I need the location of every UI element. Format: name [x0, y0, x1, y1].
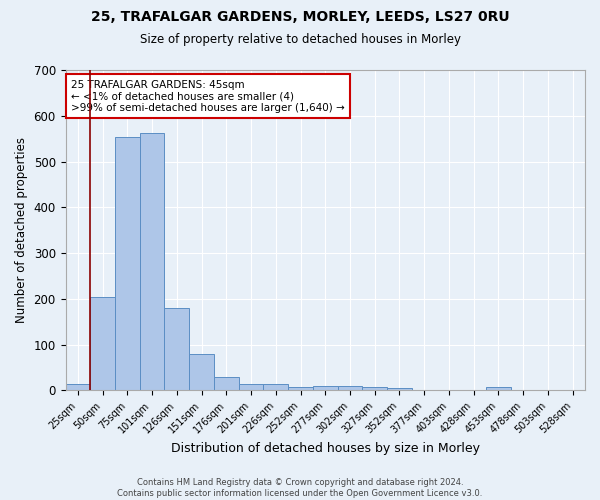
X-axis label: Distribution of detached houses by size in Morley: Distribution of detached houses by size … [171, 442, 480, 455]
Bar [387, 388, 412, 390]
Bar [164, 308, 189, 390]
Text: Size of property relative to detached houses in Morley: Size of property relative to detached ho… [139, 32, 461, 46]
Text: 25, TRAFALGAR GARDENS, MORLEY, LEEDS, LS27 0RU: 25, TRAFALGAR GARDENS, MORLEY, LEEDS, LS… [91, 10, 509, 24]
Y-axis label: Number of detached properties: Number of detached properties [15, 137, 28, 323]
Bar [288, 387, 313, 390]
Bar [338, 386, 362, 390]
Bar [65, 384, 90, 390]
Bar [115, 137, 140, 390]
Bar [214, 377, 239, 390]
Bar [263, 384, 288, 390]
Bar [362, 386, 387, 390]
Bar [313, 386, 338, 390]
Text: 25 TRAFALGAR GARDENS: 45sqm
← <1% of detached houses are smaller (4)
>99% of sem: 25 TRAFALGAR GARDENS: 45sqm ← <1% of det… [71, 80, 344, 113]
Text: Contains HM Land Registry data © Crown copyright and database right 2024.
Contai: Contains HM Land Registry data © Crown c… [118, 478, 482, 498]
Bar [189, 354, 214, 391]
Bar [140, 132, 164, 390]
Bar [239, 384, 263, 390]
Bar [90, 297, 115, 390]
Bar [486, 387, 511, 390]
